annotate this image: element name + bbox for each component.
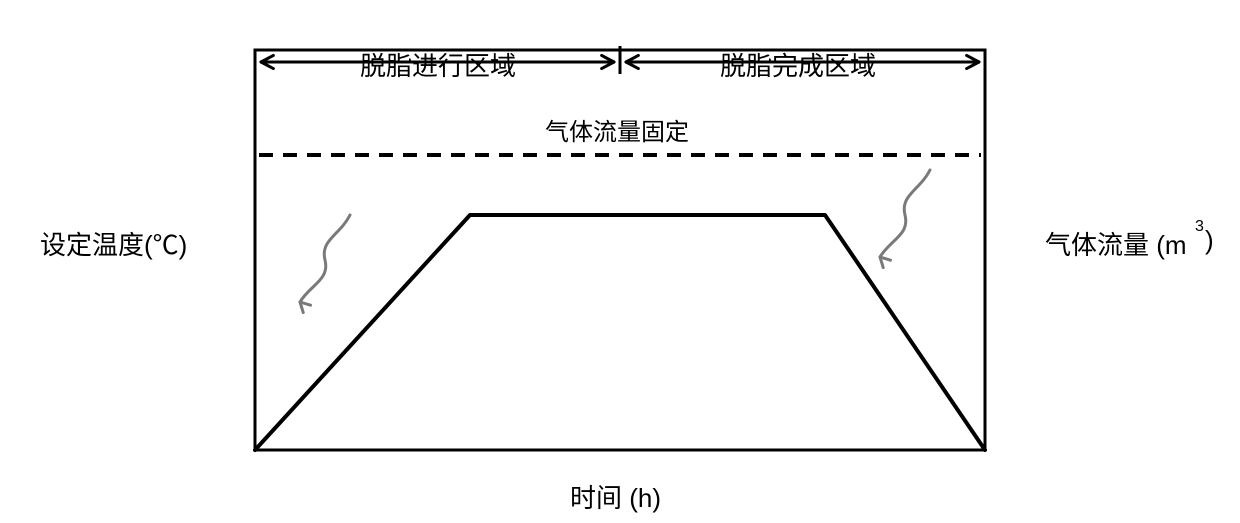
gas-fixed-label: 气体流量固定: [545, 112, 689, 147]
y-right-axis-label-pre: 气体流量 (m: [1045, 225, 1187, 262]
region-right-label: 脱脂完成区域: [720, 46, 876, 83]
region-left-label: 脱脂进行区域: [360, 46, 516, 83]
x-axis-label: 时间 (h): [570, 478, 661, 515]
y-right-axis-label-sup: 3: [1195, 218, 1204, 236]
y-left-axis-label: 设定温度(℃): [40, 225, 187, 262]
diagram-canvas: 脱脂进行区域 脱脂完成区域 气体流量固定 设定温度(℃) 气体流量 (m 3 )…: [0, 0, 1240, 523]
y-right-axis-label-post: ): [1205, 225, 1214, 256]
